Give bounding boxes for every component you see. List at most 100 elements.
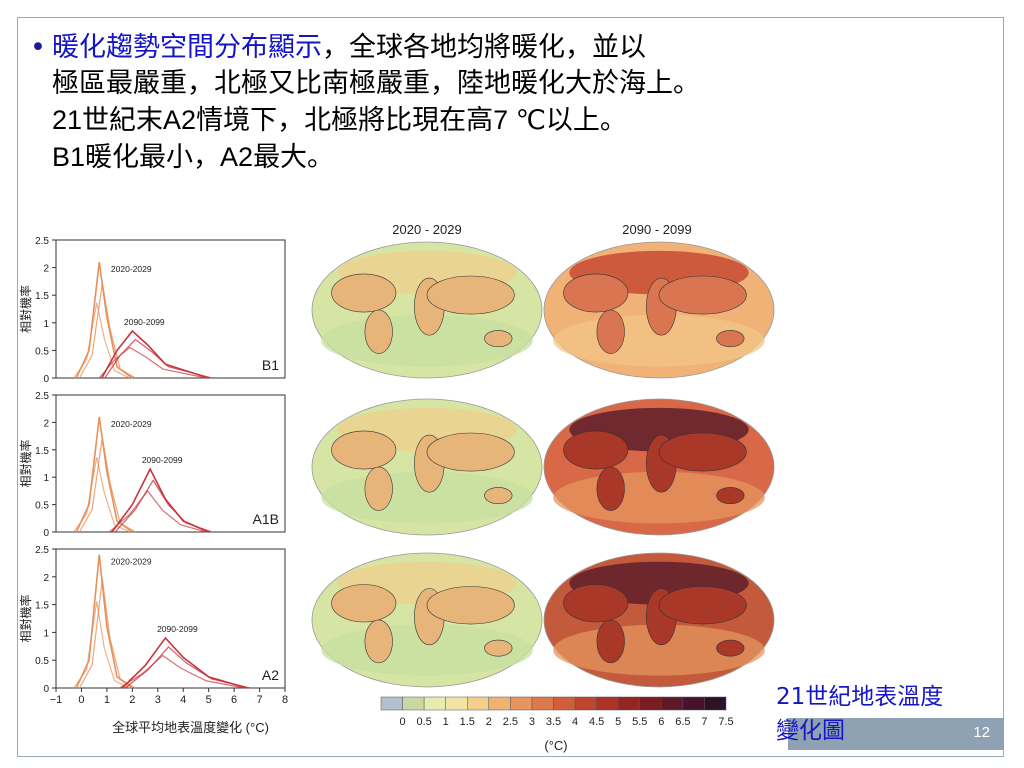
colorbar-tick-label: 7 — [701, 716, 707, 728]
colorbar-swatch — [596, 696, 619, 711]
annotation: 2020-2029 — [111, 557, 152, 567]
annotation: 2090-2099 — [142, 455, 183, 465]
density-curve-2090-2099 — [109, 490, 207, 533]
colorbar-tick-label: 1 — [443, 716, 449, 728]
colorbar-swatch — [488, 696, 511, 711]
colorbar-swatch — [467, 696, 490, 711]
colorbar-tick-label: 3 — [529, 716, 535, 728]
continent-outline — [596, 619, 625, 664]
x-tick-label: 6 — [231, 694, 237, 706]
page-number: 12 — [973, 724, 990, 741]
annotation: 2090-2099 — [124, 317, 165, 327]
line4-b: A2 — [220, 142, 254, 172]
line3-b: A2 — [163, 105, 197, 135]
continent-outline — [716, 330, 745, 348]
line3-e: 以上。 — [545, 105, 627, 136]
colorbar-swatch — [704, 696, 727, 711]
y-tick-label: 0.5 — [35, 501, 49, 512]
density-curve-2090-2099 — [114, 479, 212, 533]
highlight-text: 暖化趨勢空間分布顯示 — [52, 32, 322, 63]
continent-outline — [596, 466, 625, 511]
slide-text: • 暖化趨勢空間分布顯示，全球各地均將暖化，並以 極區最嚴重，北極又比南極嚴重，陸… — [30, 30, 1010, 176]
density-curve-2090-2099 — [101, 329, 209, 379]
x-tick-label: 7 — [256, 694, 262, 706]
x-tick-label: 3 — [155, 694, 161, 706]
colorbar-tick-label: 4.5 — [589, 716, 604, 728]
x-axis-label: 全球平均地表溫度變化 (°C) — [112, 720, 269, 735]
y-tick-label: 2.5 — [35, 236, 49, 247]
panel-label: A2 — [262, 667, 279, 683]
density-curve-2020-2029 — [78, 282, 136, 379]
density-curve-2020-2029 — [78, 578, 136, 689]
y-tick-label: 0 — [43, 528, 49, 539]
continent-outline — [484, 639, 513, 657]
colorbar-unit: (°C) — [544, 738, 567, 753]
continent-outline — [364, 466, 393, 511]
density-curve-2090-2099 — [121, 636, 248, 689]
y-tick-label: 0 — [43, 684, 49, 695]
y-tick-label: 2 — [43, 573, 49, 584]
y-tick-label: 1.5 — [35, 291, 49, 302]
text-line-1: • 暖化趨勢空間分布顯示，全球各地均將暖化，並以 — [30, 30, 1010, 66]
continent-outline — [426, 432, 515, 472]
continent-outline — [716, 639, 745, 657]
line4-prefix: B1 — [52, 142, 86, 172]
bullet-dot: • — [30, 32, 46, 63]
slide-frame — [17, 17, 1004, 757]
colorbar-swatch — [661, 696, 684, 711]
map-title: 2090 - 2099 — [622, 222, 691, 237]
continent-outline — [563, 430, 629, 470]
colorbar-tick-label: 4 — [572, 716, 578, 728]
panel-label: B1 — [262, 357, 279, 373]
line4-a: 暖化最小， — [85, 142, 221, 173]
x-tick-label: 0 — [78, 694, 84, 706]
x-tick-label: 4 — [180, 694, 186, 706]
colorbar-tick-label: 1.5 — [460, 716, 475, 728]
density-curve-2020-2029 — [78, 437, 136, 533]
y-tick-label: 1 — [43, 628, 49, 639]
colorbar-swatch — [617, 696, 640, 711]
y-tick-label: 1 — [43, 473, 49, 484]
colorbar-tick-label: 6 — [658, 716, 664, 728]
density-curve-2020-2029 — [73, 601, 131, 689]
colorbar-swatch — [682, 696, 705, 711]
continent-outline — [563, 584, 629, 623]
colorbar-tick-label: 3.5 — [546, 716, 561, 728]
line3-d: 7 ℃ — [493, 105, 546, 135]
density-curve-2090-2099 — [124, 646, 251, 689]
colorbar-tick-label: 2 — [486, 716, 492, 728]
colorbar-tick-label: 0.5 — [416, 716, 431, 728]
y-axis-label: 相對機率 — [18, 594, 33, 642]
y-axis-label: 相對機率 — [18, 439, 33, 487]
colorbar-swatch — [380, 696, 403, 711]
x-tick-label: −1 — [50, 694, 63, 706]
y-tick-label: 0 — [43, 374, 49, 385]
continent-outline — [484, 487, 513, 505]
colorbar-swatch — [639, 696, 662, 711]
line4-c: 最大。 — [253, 142, 335, 173]
footer-bar: 12 — [788, 718, 1004, 750]
continent-outline — [596, 309, 625, 354]
colorbar-tick-label: 6.5 — [675, 716, 690, 728]
colorbar-tick-label: 5 — [615, 716, 621, 728]
density-curve-2020-2029 — [73, 302, 131, 379]
colorbar-swatch — [531, 696, 554, 711]
annotation: 2020-2029 — [111, 264, 152, 274]
text-line-2: 極區最嚴重，北極又比南極嚴重，陸地暖化大於海上。 — [52, 68, 700, 99]
colorbar-swatch — [553, 696, 576, 711]
y-tick-label: 2 — [43, 264, 49, 275]
colorbar-tick-label: 5.5 — [632, 716, 647, 728]
annotation: 2020-2029 — [111, 419, 152, 429]
y-tick-label: 0.5 — [35, 656, 49, 667]
text-line-4: B1暖化最小，A2最大。 — [30, 139, 1010, 176]
colorbar-tick-label: 2.5 — [503, 716, 518, 728]
line1-rest: ，全球各地均將暖化，並以 — [322, 32, 646, 63]
y-tick-label: 1.5 — [35, 446, 49, 457]
figure-caption-2: 變化圖 — [776, 714, 1006, 748]
continent-outline — [563, 273, 629, 313]
y-tick-label: 1.5 — [35, 601, 49, 612]
y-axis-label: 相對機率 — [18, 285, 33, 333]
colorbar-swatch — [402, 696, 425, 711]
x-tick-label: 1 — [104, 694, 110, 706]
